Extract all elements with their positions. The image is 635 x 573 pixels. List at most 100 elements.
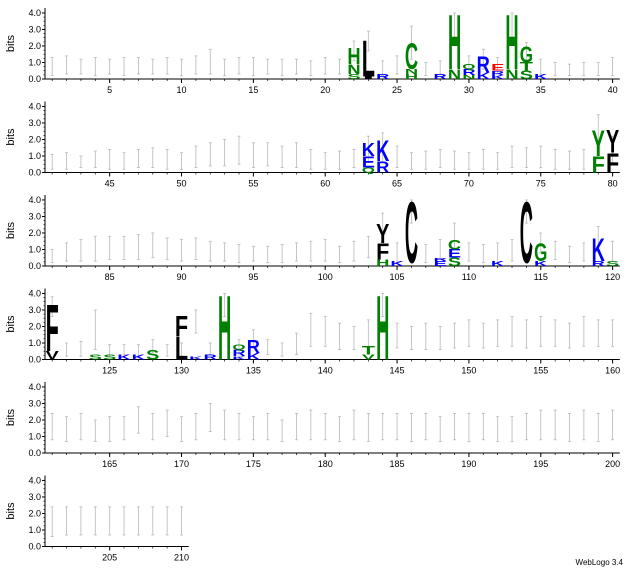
x-tick-label: 50 bbox=[177, 179, 187, 189]
x-tick-label: 30 bbox=[464, 85, 474, 95]
y-tick-label: 0.0 bbox=[28, 542, 41, 552]
logo-letter-C: C bbox=[520, 185, 533, 282]
x-tick-label: 170 bbox=[174, 459, 189, 469]
logo-letter-S: S bbox=[146, 347, 159, 362]
x-tick-label: 155 bbox=[533, 366, 548, 376]
y-tick-label: 1.0 bbox=[28, 338, 41, 348]
x-tick-label: 80 bbox=[608, 179, 618, 189]
y-tick-label: 4.0 bbox=[28, 195, 41, 205]
logo-letter-H: H bbox=[376, 258, 389, 268]
x-tick-label: 60 bbox=[320, 179, 330, 189]
x-tick-label: 15 bbox=[248, 85, 258, 95]
logo-letter-C: C bbox=[405, 185, 418, 282]
x-tick-label: 5 bbox=[107, 85, 112, 95]
logo-letter-R: R bbox=[477, 52, 490, 77]
y-tick-label: 3.0 bbox=[28, 492, 41, 502]
logo-letter-F: F bbox=[592, 152, 605, 178]
logo-letter-R: R bbox=[592, 260, 605, 268]
x-tick-label: 100 bbox=[318, 272, 333, 282]
logo-letter-K: K bbox=[117, 353, 130, 361]
logo-letter-T: T bbox=[362, 344, 376, 357]
logo-letter-R: R bbox=[376, 73, 389, 81]
y-axis-title: bits bbox=[5, 502, 17, 520]
y-tick-label: 1.0 bbox=[28, 244, 41, 254]
logo-letter-E: E bbox=[491, 63, 504, 73]
logo-letter-S: S bbox=[448, 256, 461, 269]
logo-letter-R: R bbox=[376, 158, 390, 177]
x-tick-label: 210 bbox=[174, 553, 189, 563]
y-tick-label: 2.0 bbox=[28, 508, 41, 518]
x-tick-label: 95 bbox=[248, 272, 258, 282]
logo-letter-F: F bbox=[606, 149, 619, 179]
logo-letter-H: H bbox=[505, 0, 518, 87]
logo-letter-E: E bbox=[362, 153, 375, 171]
x-tick-label: 45 bbox=[105, 179, 115, 189]
logo-letter-K: K bbox=[592, 232, 605, 269]
y-tick-label: 3.0 bbox=[28, 24, 41, 34]
y-tick-label: 0.0 bbox=[28, 74, 41, 84]
x-tick-label: 140 bbox=[318, 366, 333, 376]
x-tick-label: 120 bbox=[605, 272, 620, 282]
x-tick-label: 130 bbox=[174, 366, 189, 376]
logo-letter-K: K bbox=[362, 139, 376, 160]
logo-letter-I: I bbox=[362, 76, 375, 80]
logo-letter-K: K bbox=[491, 260, 504, 268]
x-tick-label: 160 bbox=[605, 366, 620, 376]
x-tick-label: 150 bbox=[461, 366, 476, 376]
x-tick-label: 180 bbox=[318, 459, 333, 469]
x-tick-label: 35 bbox=[536, 85, 546, 95]
y-tick-label: 2.0 bbox=[28, 415, 41, 425]
logo-letter-Y: Y bbox=[376, 219, 389, 250]
logo-letter-K: K bbox=[390, 260, 403, 268]
x-tick-label: 110 bbox=[462, 272, 476, 282]
x-tick-label: 20 bbox=[320, 85, 330, 95]
x-tick-label: 190 bbox=[461, 459, 476, 469]
logo-letter-N: N bbox=[448, 67, 461, 82]
logo-letter-E: E bbox=[434, 260, 447, 267]
logo-letter-H: H bbox=[405, 73, 418, 81]
logo-letter-H: H bbox=[218, 278, 231, 381]
x-tick-label: 115 bbox=[534, 272, 548, 282]
logo-letter-N: N bbox=[505, 67, 518, 82]
y-tick-label: 3.0 bbox=[28, 305, 41, 315]
logo-letter-K: K bbox=[132, 353, 145, 361]
weblogo-version-footer: WebLogo 3.4 bbox=[575, 558, 623, 567]
x-tick-label: 205 bbox=[102, 553, 117, 563]
x-tick-label: 85 bbox=[105, 272, 115, 282]
logo-letter-S: S bbox=[347, 73, 360, 80]
logo-letter-S: S bbox=[103, 354, 116, 361]
logo-letter-H: H bbox=[376, 278, 389, 381]
y-tick-label: 1.0 bbox=[28, 57, 41, 67]
y-axis-title: bits bbox=[5, 34, 17, 52]
x-tick-label: 90 bbox=[177, 272, 187, 282]
logo-letter-K: K bbox=[232, 355, 246, 360]
x-tick-label: 10 bbox=[177, 85, 187, 95]
y-tick-label: 0.0 bbox=[28, 355, 41, 365]
y-tick-label: 4.0 bbox=[28, 101, 41, 111]
y-tick-label: 2.0 bbox=[28, 41, 41, 51]
logo-letter-Q: Q bbox=[462, 63, 475, 71]
x-tick-label: 55 bbox=[248, 179, 258, 189]
logo-letter-S: S bbox=[606, 260, 619, 267]
x-tick-label: 145 bbox=[390, 366, 405, 376]
logo-letter-G: G bbox=[520, 43, 533, 68]
y-tick-label: 2.0 bbox=[28, 321, 41, 331]
x-tick-label: 105 bbox=[390, 272, 405, 282]
logo-letter-Y: Y bbox=[606, 124, 619, 160]
logo-letter-K: K bbox=[247, 352, 261, 362]
x-tick-label: 135 bbox=[246, 366, 261, 376]
y-tick-label: 3.0 bbox=[28, 118, 41, 128]
logo-letter-Q: Q bbox=[362, 166, 375, 174]
y-tick-label: 2.0 bbox=[28, 228, 41, 238]
logo-letter-N: N bbox=[347, 62, 360, 77]
logo-letter-H: H bbox=[448, 0, 461, 87]
logo-letter-R: R bbox=[247, 336, 260, 357]
logo-letter-C: C bbox=[405, 37, 418, 78]
logo-letter-K: K bbox=[189, 355, 203, 360]
y-axis-title: bits bbox=[5, 408, 17, 426]
x-tick-label: 200 bbox=[605, 459, 620, 469]
y-tick-label: 1.0 bbox=[28, 525, 41, 535]
logo-letter-R: R bbox=[232, 349, 246, 359]
x-tick-label: 185 bbox=[390, 459, 405, 469]
